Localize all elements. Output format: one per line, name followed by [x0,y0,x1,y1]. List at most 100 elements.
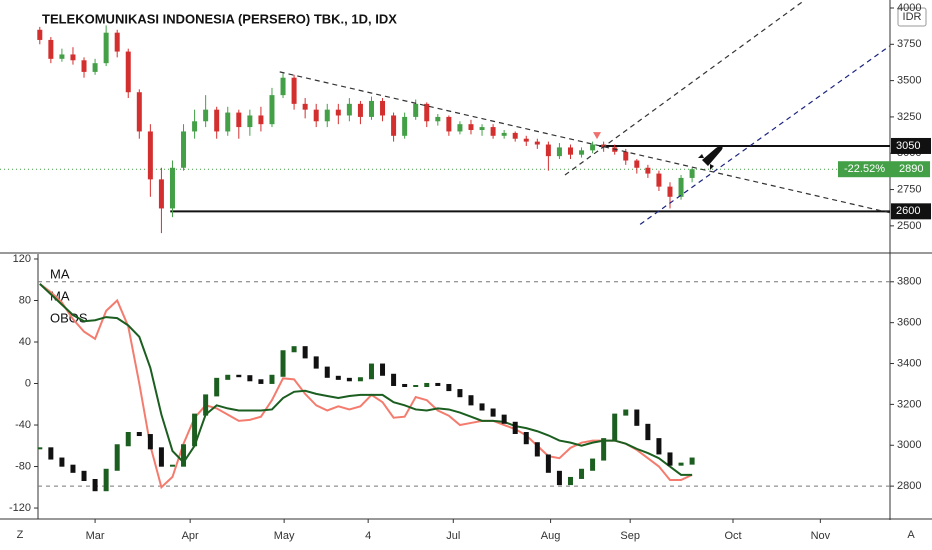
candle-body [590,144,596,151]
candle-body [158,179,164,209]
auto-scale-button[interactable]: A [907,529,915,541]
candle-body [192,121,198,132]
obos-bar [678,462,684,466]
candle-body [335,109,341,116]
x-tick-label: Nov [811,530,831,542]
x-tick-label: Sep [620,530,640,542]
currency-box [897,7,927,27]
y-tick-label: -80 [15,460,31,472]
obos-bar [457,389,463,398]
trendline [639,45,890,225]
candle-body [357,103,363,117]
candle-body [512,132,518,139]
candle-body [125,51,131,93]
candle-body [601,144,607,148]
obos-bar [534,442,540,457]
obos-bar [446,383,452,392]
obos-bar [70,464,76,473]
obos-bar [601,438,607,461]
obos-bar [623,409,629,416]
obos-bar [357,377,363,382]
candle-body [48,39,54,59]
chart-title: TELEKOMUNIKASI INDONESIA (PERSERO) TBK.,… [42,11,397,26]
obos-bar [125,431,131,447]
candle-body [103,32,109,64]
obos-bar [689,457,695,465]
obos-bar [169,464,175,467]
x-tick-label: Oct [724,530,741,542]
x-tick-label: 4 [365,530,371,542]
candle-body [468,124,474,130]
legend-label: OBOS [50,310,88,325]
candle-body [313,109,319,122]
candle-body [147,131,153,180]
candle-body [203,109,209,122]
candle-body [446,116,452,132]
obos-bar [313,356,319,369]
obos-bar [147,434,153,450]
obos-bar [479,403,485,411]
candle-body [181,131,187,168]
obos-bar [612,413,618,441]
obos-bar [590,458,596,471]
obos-bar [92,478,98,492]
obos-bar [291,346,297,353]
y-tick-label: 4000 [897,2,921,14]
candle-body [291,77,297,104]
candle-body [247,115,253,128]
obos-bar [335,375,341,380]
obos-bar [413,385,419,387]
candle-body [225,112,231,132]
obos-bar [634,409,640,426]
y2-tick-label: 3000 [897,439,921,451]
obos-bar [269,374,275,384]
obos-bar [103,468,109,492]
candle-body [490,127,496,136]
obos-bar [490,408,496,417]
y-tick-label: 0 [25,377,31,389]
candle-body [70,54,76,61]
obos-bar [391,373,397,386]
y2-tick-label: 3200 [897,398,921,410]
y-tick-label: 2500 [897,220,921,232]
candle-body [545,144,551,157]
signal-marker [593,132,602,140]
candle-body [579,150,585,155]
x-tick-label: May [274,530,295,542]
level-label-box [891,137,931,154]
obos-bar [380,363,386,376]
y-tick-label: 3250 [897,111,921,123]
obos-bar [501,414,507,424]
candle-body [402,116,408,136]
candle-body [136,92,142,132]
obos-bar [236,374,242,378]
candle-body [424,103,430,122]
obos-bar [136,431,142,437]
candle-body [269,95,275,125]
obos-bar [567,476,573,486]
candle-body [391,115,397,136]
candle-body [324,109,330,122]
candle-body [169,167,175,209]
zoom-button[interactable]: Z [17,529,24,541]
obos-bar [247,375,253,382]
obos-bar [468,395,474,406]
candle-body [59,54,65,59]
y-tick-label: 40 [19,336,31,348]
candle-body [214,109,220,132]
candle-body [667,186,673,197]
candle-body [258,115,264,125]
obos-bar [225,374,231,380]
candle-body [280,77,286,96]
x-tick-label: Aug [541,530,561,542]
y2-tick-label: 2800 [897,480,921,492]
obos-bar [302,346,308,359]
y-tick-label: 3750 [897,38,921,50]
change-box [838,161,930,178]
x-tick-label: Jul [446,530,460,542]
obos-bar [181,444,187,467]
obos-bar [645,423,651,441]
candle-body [435,116,441,122]
obos-bar [579,468,585,479]
